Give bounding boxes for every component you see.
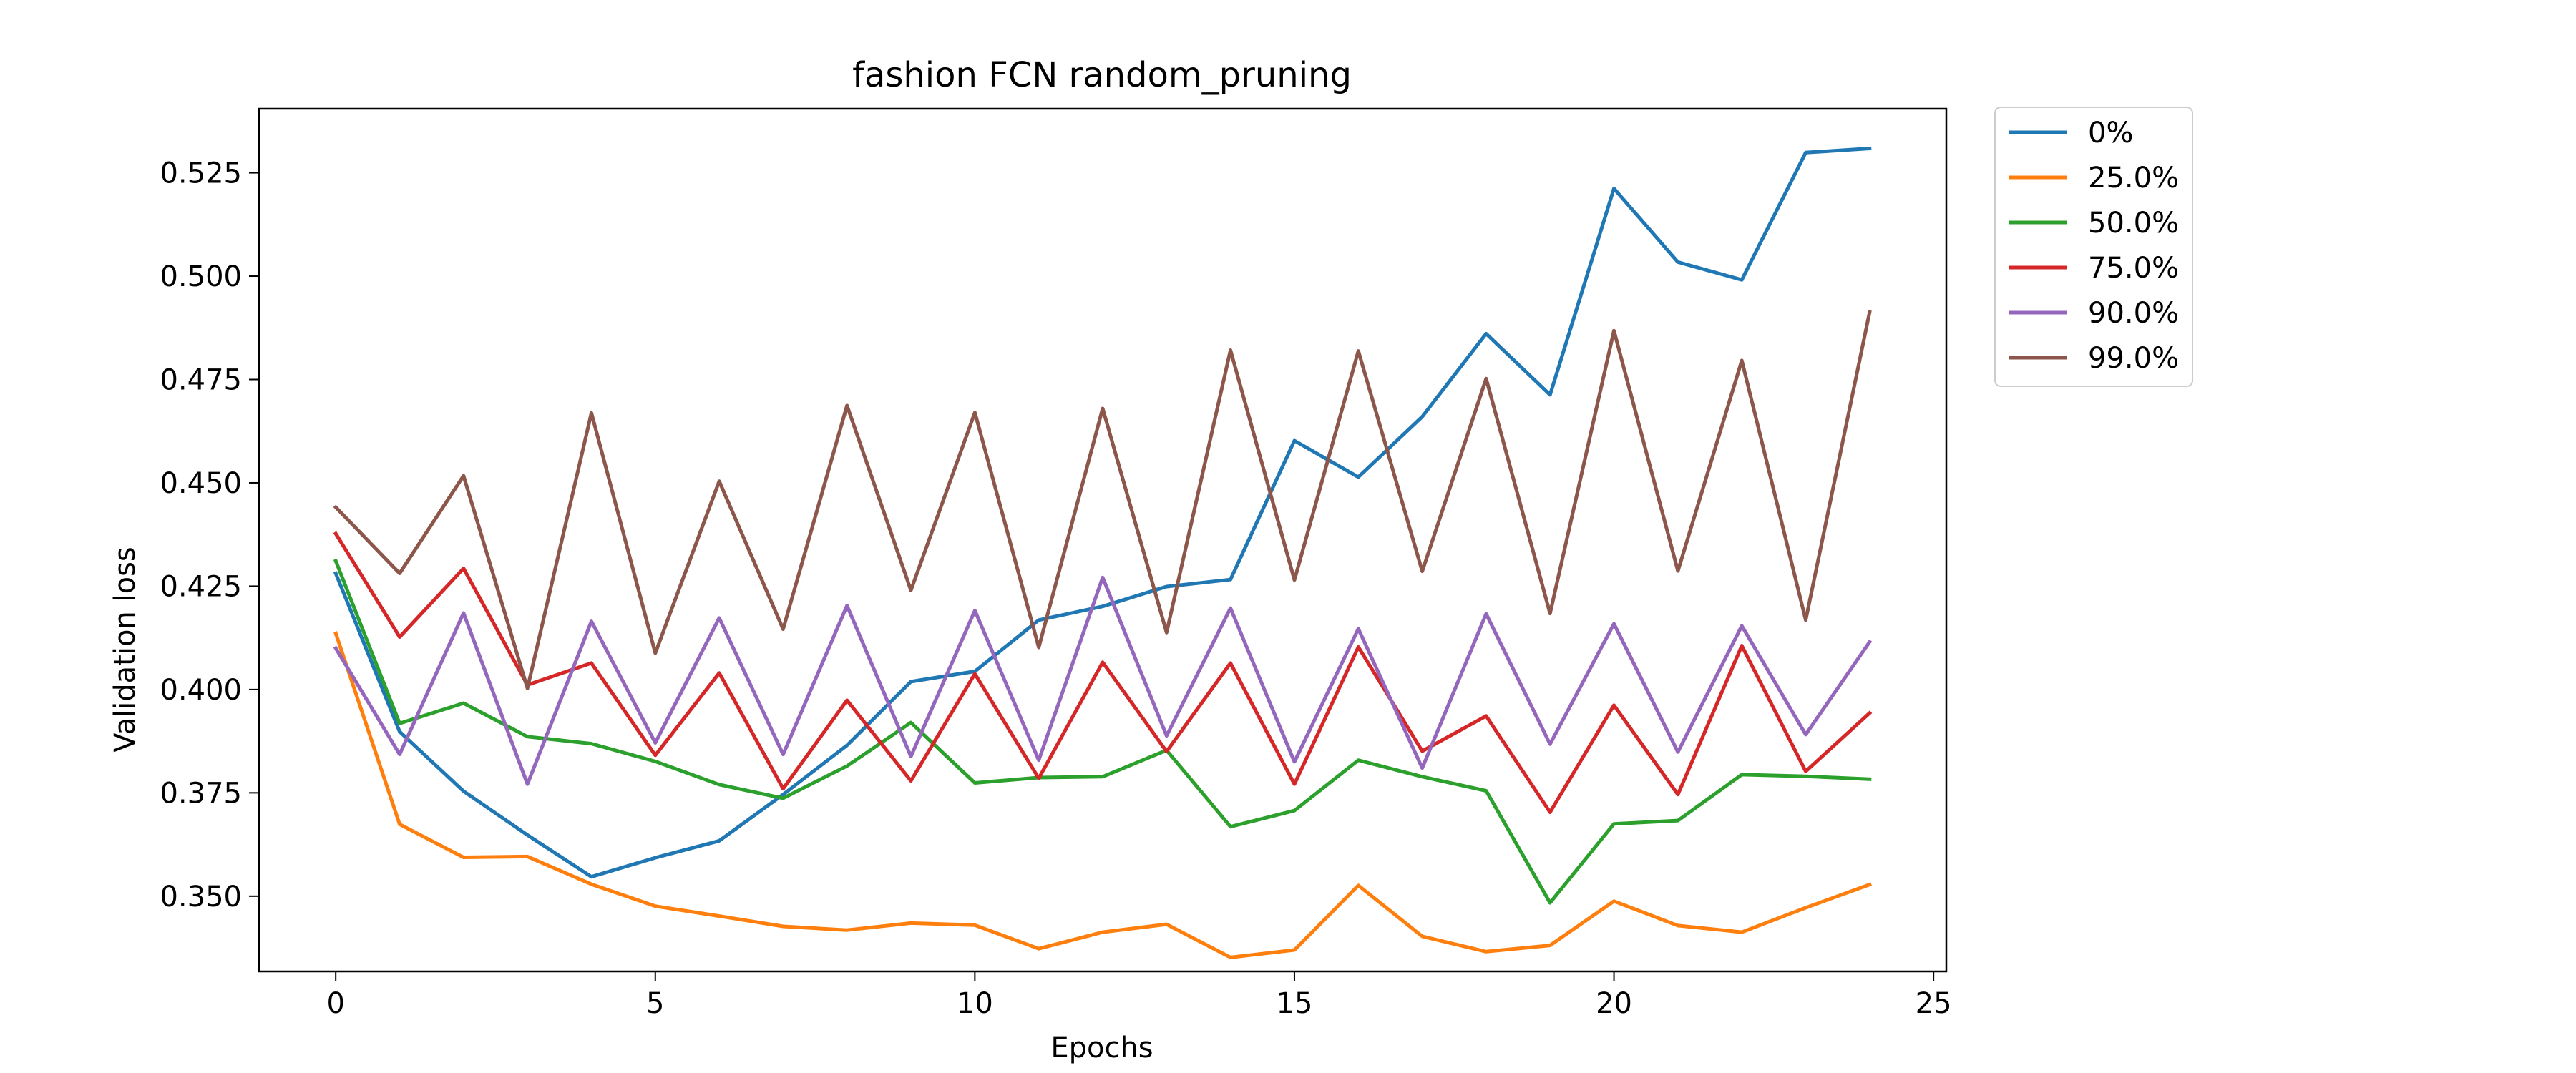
series-line-75-0- [333, 531, 1873, 814]
legend-label: 90.0% [2088, 297, 2179, 330]
x-tick-label: 10 [957, 987, 993, 1020]
x-axis-label: Epochs [1050, 1032, 1153, 1064]
series-line-99-0- [333, 310, 1872, 690]
series-line-50-0- [333, 558, 1872, 905]
y-tick-label: 0.375 [160, 777, 242, 810]
y-tick-label: 0.400 [160, 674, 242, 707]
y-tick-label: 0.425 [160, 570, 242, 603]
y-tick-label: 0.500 [160, 260, 242, 293]
y-tick-label: 0.475 [160, 364, 242, 397]
chart-title: fashion FCN random_pruning [852, 55, 1352, 95]
y-tick-label: 0.450 [160, 467, 242, 500]
legend-label: 99.0% [2088, 342, 2179, 375]
y-tick-label: 0.350 [160, 881, 242, 913]
legend: 0% 25.0% 50.0% 75.0% 90.0% 99.0% [1994, 107, 2193, 387]
x-tick-label: 5 [646, 987, 664, 1020]
plot-frame [258, 107, 1948, 973]
series-line-0- [333, 146, 1872, 879]
series-line-90-0- [333, 575, 1873, 786]
series-lines [333, 146, 1873, 959]
legend-label: 25.0% [2088, 162, 2179, 195]
x-tick-label: 25 [1916, 987, 1952, 1020]
x-tick-label: 15 [1277, 987, 1313, 1020]
series-line-25-0- [333, 631, 1873, 959]
legend-label: 75.0% [2088, 252, 2179, 285]
legend-label: 50.0% [2088, 207, 2179, 240]
legend-label: 0% [2088, 117, 2133, 150]
axis-ticks: 0 5 10 15 20 25 0.350 0.375 0.400 0.425 0.450 0.475… [160, 157, 1951, 1020]
y-tick-label: 0.525 [160, 157, 242, 190]
x-tick-label: 20 [1596, 987, 1632, 1020]
x-tick-label: 0 [326, 987, 344, 1020]
y-axis-label: Validation loss [109, 547, 142, 753]
